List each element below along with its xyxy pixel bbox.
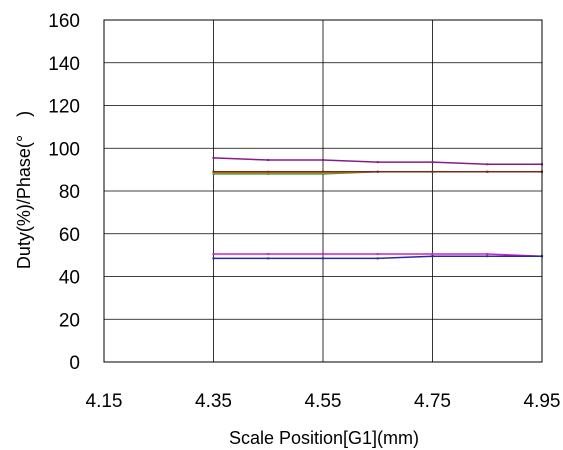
data-point — [322, 171, 324, 174]
x-tick-label: 4.95 — [524, 391, 561, 412]
data-point — [267, 257, 270, 260]
data-point — [322, 159, 324, 162]
y-tick-label: 60 — [59, 225, 80, 246]
grid — [103, 19, 543, 363]
data-point — [267, 159, 270, 162]
x-tick-label: 4.75 — [414, 391, 451, 412]
data-point — [267, 170, 270, 173]
y-tick-labels: 0 20 40 60 80 100 120 140 160 — [48, 11, 80, 374]
data-point — [322, 172, 324, 175]
series-line-1 — [213, 157, 542, 166]
y-axis-title: Duty(%)/Phase(° ) — [14, 111, 34, 269]
data-point — [322, 170, 324, 173]
x-tick-labels: 4.15 4.35 4.55 4.75 4.95 — [86, 391, 561, 412]
y-tick-label: 20 — [59, 310, 80, 331]
data-point — [376, 170, 379, 173]
data-point — [322, 257, 324, 260]
y-tick-label: 120 — [48, 97, 80, 118]
data-point — [376, 253, 379, 256]
data-point — [486, 253, 489, 256]
x-tick-label: 4.35 — [195, 391, 232, 412]
plot-frame — [103, 19, 543, 363]
data-point — [212, 170, 215, 173]
y-tick-label: 160 — [48, 11, 80, 32]
data-point — [376, 257, 379, 260]
data-point — [486, 163, 489, 166]
data-point — [431, 253, 434, 256]
y-tick-label: 40 — [59, 268, 80, 289]
data-point — [431, 170, 434, 173]
data-point — [486, 170, 489, 173]
data-point — [267, 172, 270, 175]
data-point — [486, 255, 489, 258]
y-tick-label: 0 — [69, 353, 80, 374]
y-tick-label: 100 — [48, 139, 80, 160]
x-tick-label: 4.15 — [86, 391, 123, 412]
data-point — [376, 161, 379, 164]
data-point — [212, 257, 215, 260]
data-point — [431, 161, 434, 164]
series-layer — [212, 156, 543, 260]
y-tick-label: 80 — [59, 182, 80, 203]
data-point — [212, 172, 215, 175]
data-point — [212, 171, 215, 174]
data-point — [212, 253, 215, 256]
x-tick-label: 4.55 — [305, 391, 342, 412]
data-point — [431, 255, 434, 258]
data-point — [322, 253, 324, 256]
x-axis-title: Scale Position[G1](mm) — [229, 428, 419, 448]
y-tick-label: 140 — [48, 54, 80, 75]
data-point — [267, 253, 270, 256]
data-point — [267, 171, 270, 174]
data-point — [212, 156, 215, 159]
